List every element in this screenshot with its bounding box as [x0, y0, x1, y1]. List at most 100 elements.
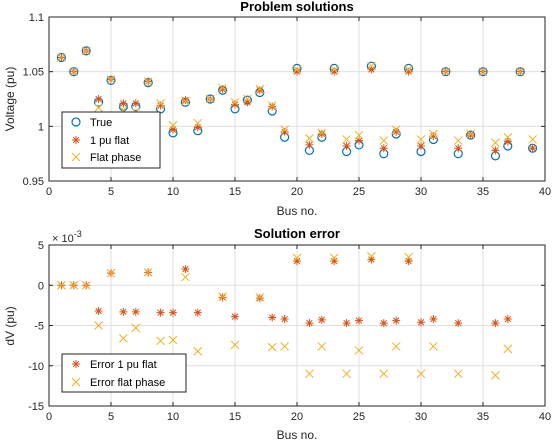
- top-point-x: [342, 135, 351, 144]
- top-point-x: [416, 135, 426, 144]
- bottom-point-asterisk: [131, 307, 140, 316]
- bottom-ytick-label: -10: [28, 361, 44, 373]
- top-point-x: [379, 136, 389, 145]
- legend-true-marker: [71, 117, 81, 127]
- bottom-point-asterisk: [330, 257, 339, 266]
- bottom-point-asterisk: [119, 307, 128, 316]
- top-point-asterisk: [417, 142, 425, 151]
- top-point-asterisk: [355, 136, 363, 145]
- top-point-asterisk: [94, 95, 103, 103]
- bottom-xtick-label: 40: [539, 411, 551, 423]
- top-ytick-label: 1.1: [29, 12, 44, 24]
- top-axes: 0 5 10 15 20 25 30 35 40 0.95 1 1.05 1.1 Problem sol…: [3, 0, 551, 218]
- bottom-xtick-label: 30: [415, 411, 427, 423]
- top-point-asterisk: [181, 96, 190, 105]
- bottom-ticks: 0 5 10 15 20 25 30 35 40 -15 -10 -5 0 5: [28, 240, 551, 423]
- top-point-x: [503, 132, 513, 142]
- top-point-x: [230, 97, 240, 107]
- top-ylabel: Voltage (pu): [3, 67, 17, 132]
- bottom-point-asterisk: [181, 265, 190, 274]
- top-ytick-label: 1: [38, 121, 44, 133]
- bottom-point-asterisk: [491, 319, 500, 328]
- top-point-asterisk: [268, 102, 277, 111]
- bottom-point-x: [317, 342, 327, 351]
- bottom-point-asterisk: [156, 308, 165, 317]
- top-point-x: [168, 120, 178, 130]
- bottom-point-asterisk: [94, 307, 103, 316]
- bottom-point-x: [131, 323, 141, 333]
- bottom-xtick-label: 20: [291, 411, 303, 423]
- top-xtick-label: 30: [415, 186, 427, 198]
- bottom-point-x: [453, 369, 463, 379]
- bottom-xtick-label: 5: [108, 411, 114, 423]
- bottom-point-x: [193, 346, 203, 356]
- top-point-x: [280, 125, 289, 134]
- bottom-point-asterisk: [305, 319, 314, 328]
- top-point-x: [404, 65, 413, 74]
- top-point-x: [81, 46, 91, 56]
- top-point-x: [255, 84, 265, 94]
- top-legend-symbol: [71, 152, 81, 162]
- top-point-x: [57, 53, 66, 62]
- bottom-point-x: [491, 371, 500, 380]
- bottom-xtick-label: 25: [353, 411, 365, 423]
- top-point-x: [453, 136, 463, 145]
- top-xtick-label: 15: [229, 186, 241, 198]
- bottom-grid: [49, 245, 545, 406]
- bottom-point-asterisk: [280, 315, 289, 324]
- bottom-point-asterisk: [429, 315, 438, 324]
- top-xtick-label: 20: [291, 186, 303, 198]
- bottom-marks: [57, 251, 513, 380]
- top-point-asterisk: [280, 127, 289, 136]
- bottom-axes-box: [48, 244, 546, 407]
- bottom-ytick-label: 5: [38, 240, 44, 252]
- top-point-asterisk: [255, 86, 264, 95]
- bottom-ytick-label: 0: [38, 280, 44, 292]
- bottom-point-asterisk: [342, 319, 351, 328]
- bottom-point-asterisk: [454, 319, 463, 328]
- bottom-point-asterisk: [392, 316, 401, 325]
- top-point-asterisk: [528, 144, 537, 153]
- top-point-x: [181, 96, 190, 106]
- top-point-asterisk: [466, 131, 475, 140]
- bottom-title: Solution error: [254, 226, 340, 241]
- bottom-point-asterisk: [355, 316, 363, 325]
- bottom-point-x: [156, 336, 165, 346]
- top-legend-symbol: [71, 117, 81, 127]
- top-xlabel: Bus no.: [277, 204, 318, 218]
- bottom-point-x: [181, 272, 190, 282]
- legend-true-label: True: [90, 117, 112, 129]
- top-point-x: [367, 61, 376, 71]
- bottom-point-asterisk: [231, 312, 239, 321]
- bottom-ylabel: dV (pu): [3, 306, 17, 345]
- legend-flat1pu-label: 1 pu flat: [90, 135, 129, 147]
- top-point-x: [391, 125, 401, 134]
- bottom-ytick-label: -15: [28, 401, 44, 413]
- bottom-ytick-label: -5: [34, 321, 44, 333]
- bottom-point-asterisk: [218, 293, 227, 302]
- top-point-asterisk: [317, 129, 326, 138]
- bottom-point-x: [280, 342, 289, 351]
- bottom-xtick-label: 15: [229, 411, 241, 423]
- top-point-x: [94, 103, 103, 113]
- bottom-point-x: [230, 340, 240, 350]
- top-point-x: [267, 101, 277, 110]
- bottom-point-x: [354, 346, 364, 355]
- legend-flatphase-label: Flat phase: [90, 152, 141, 164]
- bottom-point-x: [267, 342, 277, 352]
- top-point-x: [69, 67, 79, 77]
- top-xtick-label: 0: [46, 186, 52, 198]
- top-point-asterisk: [379, 144, 388, 153]
- bottom-legend: Error 1 pu flat Error flat phase: [61, 353, 187, 393]
- top-point-asterisk: [293, 67, 301, 76]
- top-point-x: [205, 94, 215, 104]
- top-point-x: [466, 129, 475, 139]
- legend-error-flatphase-marker: [71, 377, 81, 387]
- top-point-x: [329, 65, 339, 74]
- top-point-asterisk: [330, 67, 339, 76]
- bottom-point-x: [57, 280, 66, 290]
- top-point-x: [429, 129, 438, 139]
- bottom-point-x: [391, 342, 401, 351]
- top-ytick-label: 1.05: [23, 67, 44, 79]
